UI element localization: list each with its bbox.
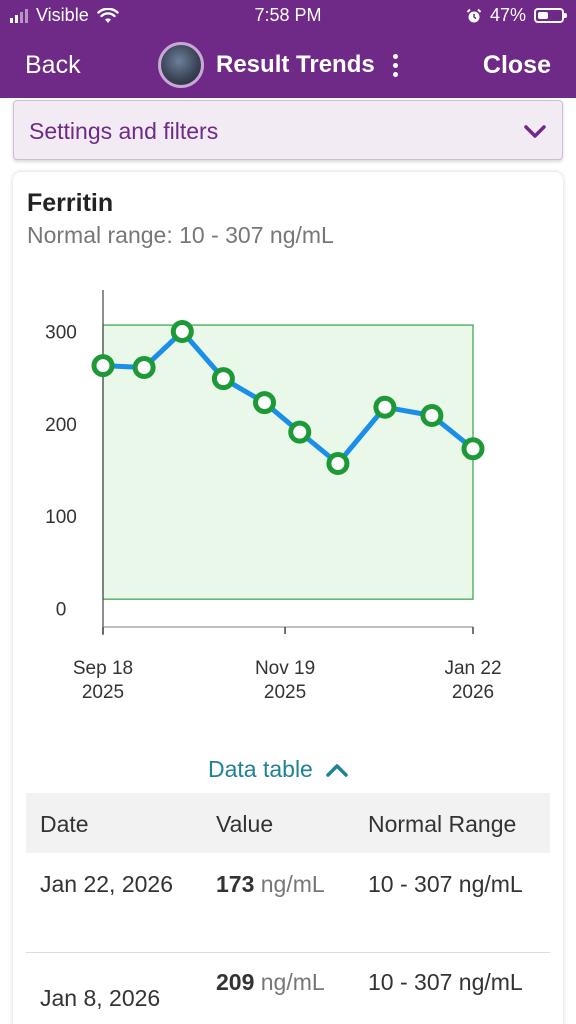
table-row: Jan 8, 2026 209 ng/mL 10 - 307 ng/mL [26,953,550,1024]
alarm-icon [466,8,482,22]
row-value: 209 ng/mL [216,965,346,999]
x-tick-label: Jan 22 2026 [444,658,501,703]
row-value: 173 ng/mL [216,867,346,901]
normal-range-text: Normal range: 10 - 307 ng/mL [27,222,334,248]
chevron-down-icon [524,125,546,138]
more-options-icon[interactable] [392,53,398,77]
table-header: Date Value Normal Range [26,793,550,853]
settings-and-filters-toggle[interactable]: Settings and filters [13,100,563,160]
series-line [102,329,475,466]
page-title: Result Trends [216,51,375,78]
analyte-name: Ferritin [27,189,114,217]
row-normal-range: 10 - 307 ng/mL [368,871,523,897]
nav-bar: Back Result Trends Close [0,34,576,98]
data-point [373,395,397,419]
y-tick-label: 0 [56,599,67,620]
normal-range-band [102,324,474,600]
data-point [253,391,277,415]
table-row: Jan 22, 2026 173 ng/mL 10 - 307 ng/mL [26,853,550,953]
signal-bars-icon [10,8,28,23]
data-point [132,356,156,380]
header-normal-range: Normal Range [368,811,517,837]
back-button[interactable]: Back [25,51,81,79]
data-point [461,437,485,461]
row-date: Jan 8, 2026 [40,985,161,1011]
y-tick-label: 100 [45,507,77,528]
close-button[interactable]: Close [482,51,551,79]
data-point [420,404,444,428]
row-normal-range: 10 - 307 ng/mL [368,969,523,995]
battery-percent: 47% [489,5,526,25]
data-table-toggle[interactable]: Data table [208,756,349,783]
row-value-unit: ng/mL [260,969,325,995]
battery-icon [534,8,567,23]
row-value-number: 209 [216,969,255,995]
data-point [91,354,115,378]
row-date: Jan 22, 2026 [40,871,174,897]
row-value-unit: ng/mL [260,871,325,897]
row-value-number: 173 [216,871,255,897]
x-tick-label: Nov 19 2025 [255,658,315,703]
settings-label: Settings and filters [29,118,219,144]
status-time: 7:58 PM [254,5,322,25]
avatar[interactable] [158,42,204,88]
wifi-icon [97,7,119,23]
y-tick-label: 300 [45,323,77,344]
data-point [326,451,350,475]
carrier-label: Visible [36,5,89,25]
trend-chart: 0 100 200 300 Sep 18 2025 Nov 19 2025 Jan 22 2026 [45,290,502,703]
data-table-label: Data table [208,756,313,782]
data-point [211,367,235,391]
chevron-up-icon [326,763,348,777]
y-tick-label: 200 [45,415,77,436]
x-tick-label: Sep 18 2025 [73,658,133,703]
data-point [288,420,312,444]
data-point [170,320,194,344]
header-date: Date [40,811,89,837]
data-table: Date Value Normal Range Jan 22, 2026 173… [26,793,550,1024]
status-bar: Visible 7:58 PM 47% [0,0,576,34]
header-value: Value [216,811,274,837]
